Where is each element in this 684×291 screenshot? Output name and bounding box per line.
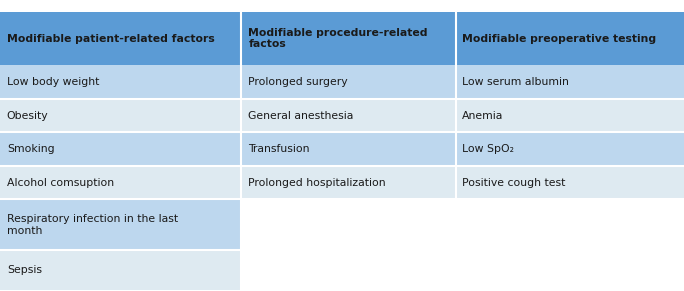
Bar xyxy=(456,65,684,99)
Bar xyxy=(456,199,684,250)
Bar xyxy=(241,99,456,132)
Bar xyxy=(0,0,684,12)
Bar xyxy=(456,12,684,65)
Bar xyxy=(456,99,684,132)
Bar xyxy=(0,132,241,166)
Bar xyxy=(241,65,456,99)
Text: Modifiable patient-related factors: Modifiable patient-related factors xyxy=(7,33,215,44)
Text: Respiratory infection in the last
month: Respiratory infection in the last month xyxy=(7,214,178,236)
Text: Positive cough test: Positive cough test xyxy=(462,178,566,188)
Bar xyxy=(0,166,241,199)
Bar xyxy=(241,250,456,290)
Text: Alcohol comsuption: Alcohol comsuption xyxy=(7,178,114,188)
Bar xyxy=(456,166,684,199)
Text: Prolonged surgery: Prolonged surgery xyxy=(248,77,348,87)
Text: Sepsis: Sepsis xyxy=(7,265,42,275)
Text: Low SpO₂: Low SpO₂ xyxy=(462,144,514,154)
Bar xyxy=(0,250,241,290)
Text: Transfusion: Transfusion xyxy=(248,144,310,154)
Text: Modifiable preoperative testing: Modifiable preoperative testing xyxy=(462,33,657,44)
Bar xyxy=(241,132,456,166)
Text: Prolonged hospitalization: Prolonged hospitalization xyxy=(248,178,386,188)
Bar xyxy=(0,99,241,132)
Bar xyxy=(241,12,456,65)
Text: Anemia: Anemia xyxy=(462,111,503,121)
Bar xyxy=(456,250,684,290)
Bar xyxy=(241,199,456,250)
Bar xyxy=(241,166,456,199)
Text: Low body weight: Low body weight xyxy=(7,77,99,87)
Bar xyxy=(0,65,241,99)
Bar xyxy=(0,199,241,250)
Text: Modifiable procedure-related
factos: Modifiable procedure-related factos xyxy=(248,28,428,49)
Bar xyxy=(0,12,241,65)
Bar xyxy=(456,132,684,166)
Text: Low serum albumin: Low serum albumin xyxy=(462,77,569,87)
Text: Obesity: Obesity xyxy=(7,111,49,121)
Text: Smoking: Smoking xyxy=(7,144,55,154)
Text: General anesthesia: General anesthesia xyxy=(248,111,354,121)
